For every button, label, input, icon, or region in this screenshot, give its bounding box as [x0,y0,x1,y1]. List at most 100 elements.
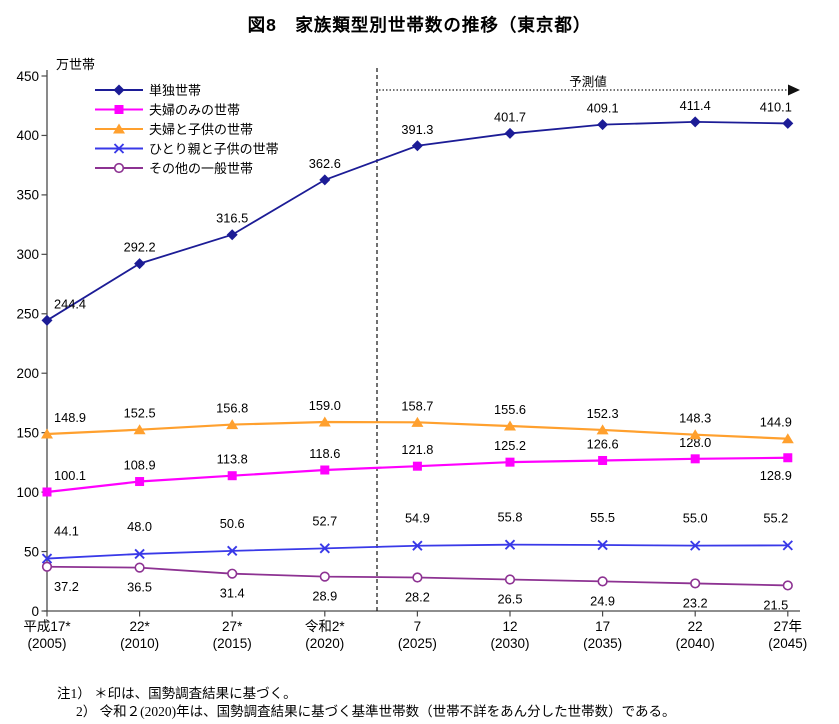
x-marker-icon [597,539,608,551]
data-label-couple-children: 152.5 [124,406,156,421]
x-tick-year: (2015) [213,636,252,651]
triangle-icon [113,123,125,134]
data-label-other-general: 31.4 [220,586,245,601]
square-icon [412,461,422,471]
legend-item-single-parent-children: ひとり親と子供の世帯 [95,141,279,156]
data-label-single: 411.4 [680,98,711,113]
data-label-single: 391.3 [401,122,433,137]
x-tick-year: (2045) [768,636,807,651]
legend-label-single-parent-children: ひとり親と子供の世帯 [149,141,279,156]
data-label-single-parent-children: 54.9 [405,511,430,526]
diamond-icon [782,117,794,129]
circle-open-icon [504,574,516,585]
x-marker-icon [504,539,516,550]
chart-canvas: 0 50 100 150 200 250 300 350 400 450 平成17* (2005) 22… [16,57,807,651]
triangle-icon [504,420,516,431]
x-marker-icon [113,143,125,154]
square-icon [320,465,330,475]
y-tick-label: 100 [16,485,39,500]
data-label-single: 401.7 [494,109,526,124]
x-tick-label: 27年 [774,619,803,634]
data-label-couple-only: 128.9 [760,468,792,483]
x-marker-icon [227,545,238,557]
y-tick-label: 150 [16,425,39,440]
circle-open-icon [113,162,125,174]
data-label-couple-only: 125.2 [494,438,526,453]
data-label-other-general: 28.2 [405,589,430,604]
legend-item-couple-only: 夫婦のみの世帯 [95,102,240,117]
data-label-couple-only: 121.8 [401,442,433,457]
data-label-other-general: 36.5 [127,580,152,595]
forecast-boundary: 予測値 [376,68,800,611]
data-label-couple-children: 144.9 [760,415,792,430]
data-label-couple-children: 148.3 [679,411,711,426]
square-icon [135,477,145,487]
x-tick-year: (2030) [490,636,529,651]
square-icon [505,457,515,467]
y-tick-label: 400 [16,128,39,143]
axes: 0 50 100 150 200 250 300 350 400 450 平成17* (2005) 22… [16,57,807,651]
footnote-2: 2） 令和２(2020)年は、国勢調査結果に基づく基準世帯数（世帯不詳をあん分し… [76,704,676,719]
footnote-1: 注1） ＊印は、国勢調査結果に基づく。 [57,686,297,701]
x-tick-label: 22* [129,619,150,634]
square-icon [114,105,124,114]
series-single-parent-children: 44.1 48.0 50.6 52.7 54.9 55.8 55.5 55.0 55.2 [41,510,793,564]
triangle-icon [689,429,702,440]
legend-label-other-general: その他の一般世帯 [149,161,253,176]
x-tick-year: (2010) [120,636,159,651]
data-label-couple-only: 118.6 [309,446,340,461]
data-label-single: 316.5 [216,211,248,226]
data-label-single-parent-children: 52.7 [312,513,337,528]
y-tick-label: 250 [16,307,39,322]
data-label-couple-children: 155.6 [494,402,526,417]
data-label-single-parent-children: 48.0 [127,519,152,534]
data-label-couple-children: 158.7 [401,398,433,413]
diamond-icon [689,116,701,128]
x-marker-icon [41,553,53,564]
data-label-single-parent-children: 44.1 [54,524,79,539]
data-label-other-general: 24.9 [590,593,615,608]
y-tick-label: 350 [16,188,39,203]
x-marker-icon [134,548,145,560]
data-label-other-general: 21.5 [763,597,788,612]
data-label-other-general: 37.2 [54,579,79,594]
diamond-icon [411,140,423,152]
x-tick-year: (2035) [583,636,622,651]
data-label-single-parent-children: 50.6 [220,516,245,531]
x-tick-year: (2040) [676,636,715,651]
triangle-icon [41,428,53,439]
data-label-single-parent-children: 55.0 [683,511,708,526]
data-label-couple-only: 100.1 [54,468,86,483]
data-label-couple-only: 128.0 [679,435,711,450]
forecast-arrowhead-icon [788,84,800,96]
x-tick-label: 平成17* [23,619,71,634]
data-label-single: 409.1 [587,101,619,116]
y-tick-label: 0 [31,604,39,619]
legend-item-single: 単独世帯 [95,83,201,98]
triangle-icon [411,416,424,427]
data-label-single-parent-children: 55.8 [498,510,523,525]
diamond-icon [134,258,146,270]
x-tick-year: (2020) [305,636,344,651]
square-icon [42,487,52,497]
data-label-couple-children: 148.9 [54,410,86,425]
data-label-single: 362.6 [309,156,341,171]
data-label-couple-children: 152.3 [587,406,619,421]
x-tick-label: 17 [595,619,610,634]
x-tick-label: 22 [688,619,703,634]
circle-open-icon [782,580,793,591]
x-marker-icon [690,540,701,551]
y-tick-label: 450 [16,69,39,84]
diamond-icon [504,127,516,139]
data-label-other-general: 26.5 [498,591,523,606]
x-tick-label: 27* [222,619,243,634]
square-icon [598,455,608,465]
triangle-icon [133,424,146,435]
triangle-icon [226,419,239,430]
diamond-icon [226,229,238,241]
series-couple-children: 148.9 152.5 156.8 159.0 158.7 155.6 152.3 148.3… [41,398,794,444]
circle-open-icon [227,568,238,579]
data-label-single: 292.2 [124,240,156,255]
